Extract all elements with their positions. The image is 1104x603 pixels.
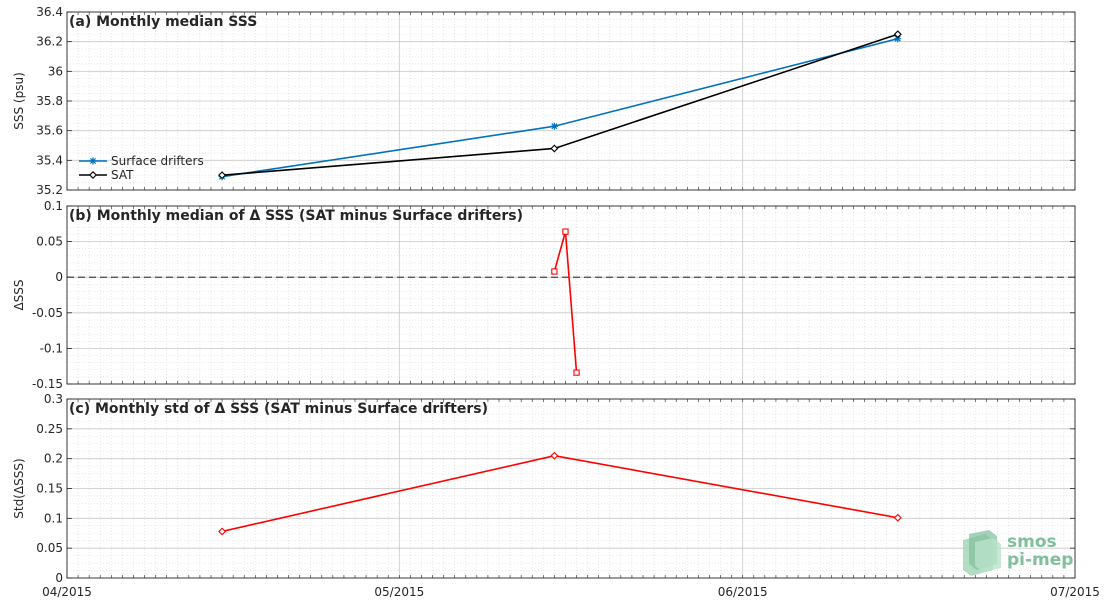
y-tick-label: 0.1 bbox=[44, 511, 63, 525]
data-point bbox=[218, 527, 227, 536]
y-tick-label: -0.15 bbox=[32, 377, 63, 391]
y-tick-label: 35.8 bbox=[36, 94, 63, 108]
y-tick-label: 36.2 bbox=[36, 35, 63, 49]
legend-label: Surface drifters bbox=[111, 154, 204, 168]
y-tick-label: 35.4 bbox=[36, 153, 63, 167]
x-tick-label: 04/2015 bbox=[42, 585, 92, 599]
y-tick-label: 0.3 bbox=[44, 392, 63, 406]
data-point bbox=[550, 451, 559, 460]
x-tick-label: 06/2015 bbox=[718, 585, 768, 599]
panel-title: (a) Monthly median SSS bbox=[69, 14, 257, 30]
y-tick-label: 35.2 bbox=[36, 183, 63, 197]
data-point bbox=[550, 122, 558, 130]
x-tick-label: 07/2015 bbox=[1050, 585, 1100, 599]
y-axis-label: SSS (psu) bbox=[12, 72, 26, 130]
y-tick-label: 0.1 bbox=[44, 199, 63, 213]
x-tick-label: 05/2015 bbox=[374, 585, 424, 599]
data-point bbox=[573, 369, 580, 376]
y-tick-label: 35.6 bbox=[36, 124, 63, 138]
data-point bbox=[894, 35, 902, 43]
data-point bbox=[893, 513, 902, 522]
y-tick-label: 0.2 bbox=[44, 452, 63, 466]
y-tick-label: 36 bbox=[48, 64, 63, 78]
panel-c: 0 0.05 0.1 0.15 0.2 0.25 0.3 Std(ΔSSS) (c) Month… bbox=[12, 392, 1100, 599]
y-tick-label: 0.25 bbox=[36, 422, 63, 436]
y-tick-label: 36.4 bbox=[36, 5, 63, 19]
y-axis-label: ΔSSS bbox=[12, 279, 26, 310]
data-point bbox=[562, 228, 569, 235]
y-tick-label: 0.05 bbox=[36, 235, 63, 249]
panel-title: (b) Monthly median of Δ SSS (SAT minus S… bbox=[69, 208, 523, 224]
panel-title: (c) Monthly std of Δ SSS (SAT minus Surf… bbox=[69, 401, 488, 417]
data-point bbox=[218, 171, 227, 180]
data-point bbox=[893, 30, 902, 39]
legend-marker bbox=[89, 171, 97, 179]
data-point bbox=[551, 268, 558, 275]
y-tick-label: -0.1 bbox=[40, 341, 63, 355]
legend-label: SAT bbox=[111, 168, 134, 182]
axes-box bbox=[66, 205, 1076, 385]
y-axis-label: Std(ΔSSS) bbox=[12, 458, 26, 518]
y-tick-label: 0.15 bbox=[36, 482, 63, 496]
logo-line2: pi-mep bbox=[1007, 550, 1073, 570]
data-point bbox=[550, 144, 559, 153]
panels-group: 35.2 35.4 35.6 35.8 36 36.2 36.4 SSS (psu) (a) M… bbox=[12, 5, 1100, 599]
panel-a: 35.2 35.4 35.6 35.8 36 36.2 36.4 SSS (psu) (a) M… bbox=[12, 5, 1076, 197]
y-tick-label: 0 bbox=[55, 571, 63, 585]
y-tick-label: -0.05 bbox=[32, 306, 63, 320]
y-tick-label: 0.05 bbox=[36, 541, 63, 555]
panel-b: -0.15 -0.1 -0.05 0 0.05 0.1 ΔSSS (b) Monthly me… bbox=[12, 199, 1076, 391]
smos-pi-mep-logo: smos pi-mep bbox=[963, 530, 1073, 576]
logo-line1: smos bbox=[1007, 532, 1057, 552]
legend-marker bbox=[89, 157, 97, 165]
y-tick-label: 0 bbox=[55, 270, 63, 284]
